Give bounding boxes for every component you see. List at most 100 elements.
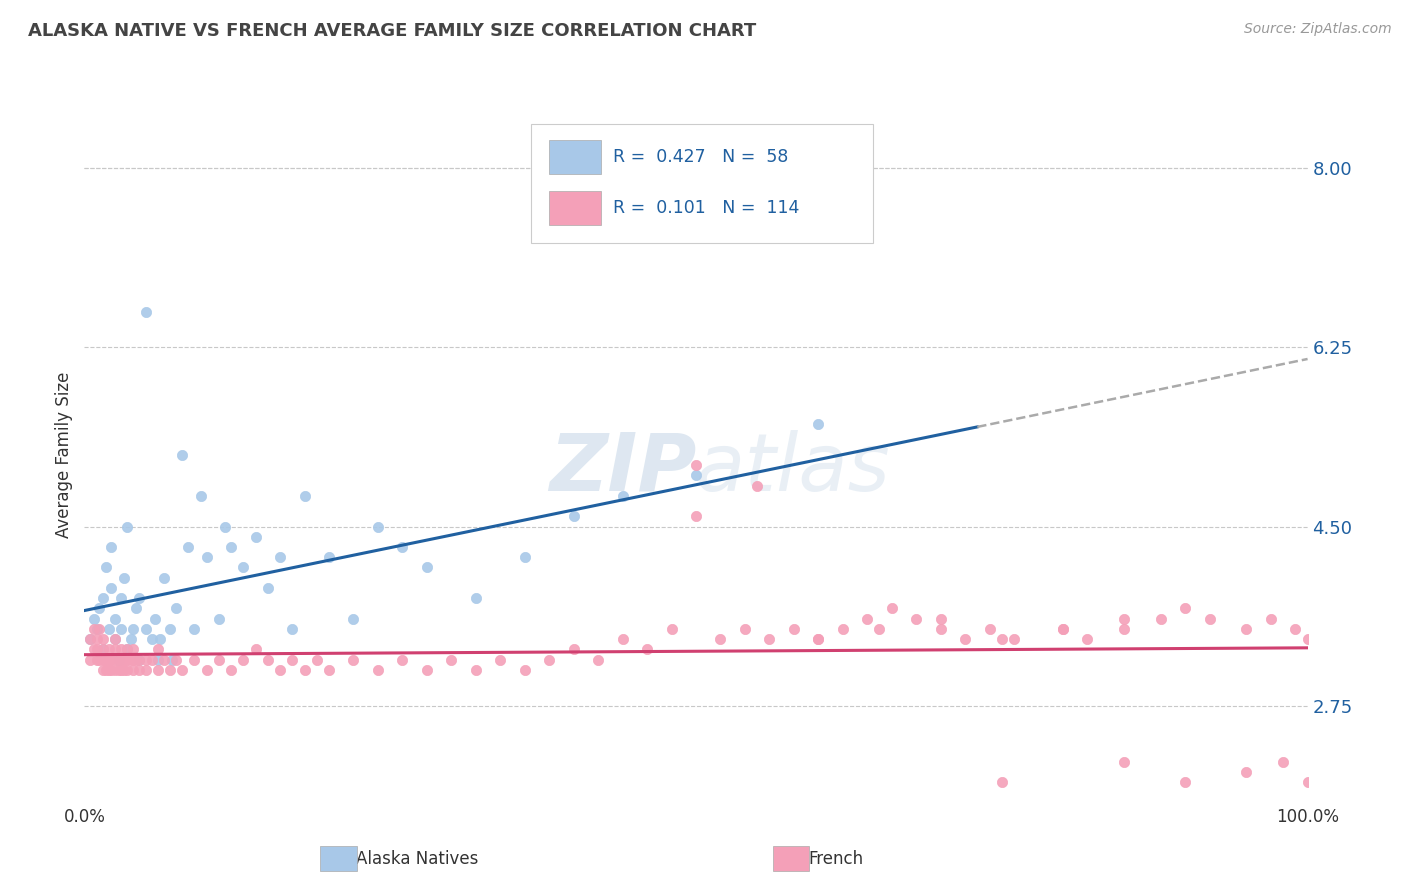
Point — [128, 652, 150, 666]
Point — [416, 663, 439, 677]
Point — [146, 663, 169, 677]
Point — [110, 591, 132, 606]
Point — [91, 642, 114, 657]
Text: Source: ZipAtlas.com: Source: ZipAtlas.com — [1244, 22, 1392, 37]
Point — [1114, 755, 1136, 769]
Point — [979, 622, 1001, 636]
Point — [1284, 622, 1306, 636]
Point — [110, 622, 132, 636]
Point — [783, 622, 806, 636]
Point — [86, 642, 108, 657]
Point — [281, 652, 304, 666]
Point — [120, 632, 142, 646]
Point — [128, 652, 150, 666]
Point — [86, 632, 108, 646]
Point — [97, 642, 120, 657]
Text: ZIP: ZIP — [548, 430, 696, 508]
Point — [612, 632, 634, 646]
Point — [562, 642, 585, 657]
Point — [104, 642, 127, 657]
Point — [1174, 601, 1197, 615]
Point — [905, 612, 928, 626]
Point — [269, 550, 291, 565]
Point — [318, 550, 340, 565]
Point — [464, 663, 486, 677]
Point — [104, 632, 127, 646]
Point — [104, 652, 127, 666]
Point — [232, 560, 254, 574]
Point — [115, 642, 138, 657]
Point — [758, 632, 780, 646]
Point — [661, 622, 683, 636]
Point — [636, 642, 658, 657]
Point — [1052, 622, 1074, 636]
Point — [208, 652, 231, 666]
Point — [141, 632, 163, 646]
Point — [79, 652, 101, 666]
Text: Alaska Natives: Alaska Natives — [356, 849, 478, 868]
Point — [91, 632, 114, 646]
Y-axis label: Average Family Size: Average Family Size — [55, 372, 73, 538]
Point — [245, 642, 267, 657]
Point — [120, 652, 142, 666]
Point — [97, 622, 120, 636]
Point — [115, 642, 138, 657]
Point — [953, 632, 976, 646]
Point — [294, 489, 316, 503]
Point — [208, 612, 231, 626]
Point — [159, 663, 181, 677]
Point — [79, 632, 101, 646]
Point — [880, 601, 903, 615]
Point — [257, 652, 280, 666]
Point — [1150, 612, 1173, 626]
Point — [128, 663, 150, 677]
Point — [165, 652, 187, 666]
Point — [183, 622, 205, 636]
Point — [190, 489, 212, 503]
Point — [367, 663, 389, 677]
Point — [122, 642, 145, 657]
Point — [83, 622, 105, 636]
Point — [97, 663, 120, 677]
Point — [86, 652, 108, 666]
Point — [97, 652, 120, 666]
Point — [87, 652, 110, 666]
Point — [1260, 612, 1282, 626]
Point — [586, 652, 609, 666]
Point — [245, 530, 267, 544]
Point — [107, 652, 129, 666]
Point — [122, 622, 145, 636]
Point — [990, 632, 1012, 646]
Point — [214, 519, 236, 533]
Point — [416, 560, 439, 574]
Text: atlas: atlas — [696, 430, 891, 508]
Point — [125, 652, 148, 666]
Point — [83, 612, 105, 626]
FancyBboxPatch shape — [550, 140, 600, 174]
Point — [153, 652, 176, 666]
Point — [294, 663, 316, 677]
Point — [391, 652, 413, 666]
Point — [464, 591, 486, 606]
Point — [87, 622, 110, 636]
Point — [162, 652, 184, 666]
Text: R =  0.427   N =  58: R = 0.427 N = 58 — [613, 148, 789, 166]
Point — [513, 550, 536, 565]
Point — [219, 663, 242, 677]
Point — [91, 663, 114, 677]
Point — [183, 652, 205, 666]
Point — [807, 632, 830, 646]
Point — [318, 663, 340, 677]
Point — [990, 775, 1012, 789]
Point — [125, 601, 148, 615]
Point — [165, 601, 187, 615]
Point — [562, 509, 585, 524]
Text: French: French — [808, 849, 863, 868]
Point — [141, 652, 163, 666]
Point — [538, 652, 561, 666]
Point — [1296, 632, 1319, 646]
Point — [87, 601, 110, 615]
Point — [135, 622, 157, 636]
Point — [143, 612, 166, 626]
Text: ALASKA NATIVE VS FRENCH AVERAGE FAMILY SIZE CORRELATION CHART: ALASKA NATIVE VS FRENCH AVERAGE FAMILY S… — [28, 22, 756, 40]
